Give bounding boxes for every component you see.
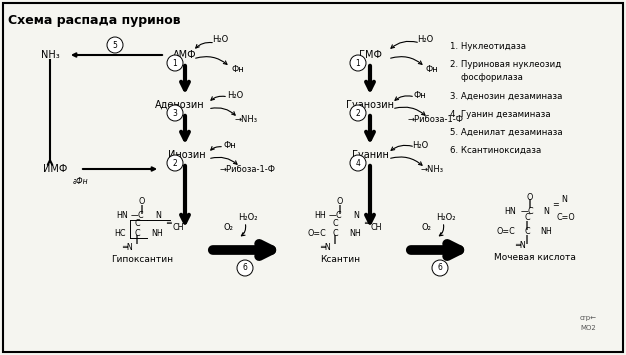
Text: O=C: O=C — [496, 228, 515, 236]
Text: Ксантин: Ксантин — [320, 256, 360, 264]
Text: 6: 6 — [438, 263, 443, 273]
Text: O=C: O=C — [307, 229, 326, 237]
Text: →Рибоза-1-Ф: →Рибоза-1-Ф — [407, 115, 463, 124]
Text: CH: CH — [370, 224, 382, 233]
Text: 2. Пуриновая нуклеозид: 2. Пуриновая нуклеозид — [450, 60, 562, 69]
Text: ИМФ: ИМФ — [43, 164, 67, 174]
Text: C: C — [134, 218, 140, 228]
Text: →NH₃: →NH₃ — [235, 115, 257, 124]
Circle shape — [350, 155, 366, 171]
Text: O₂: O₂ — [223, 224, 233, 233]
Text: сrр←: сrр← — [580, 315, 597, 321]
Text: ═: ═ — [364, 218, 369, 228]
Text: Мочевая кислота: Мочевая кислота — [494, 253, 576, 262]
Text: =: = — [553, 201, 560, 209]
Text: C: C — [524, 213, 530, 223]
Text: 6. Ксантиноксидаза: 6. Ксантиноксидаза — [450, 146, 541, 155]
Text: 3: 3 — [173, 109, 177, 118]
Text: Фн: Фн — [223, 141, 237, 149]
Text: NH: NH — [349, 229, 361, 237]
Text: ‖: ‖ — [135, 235, 139, 245]
Circle shape — [350, 105, 366, 121]
Text: →Рибоза-1-Ф: →Рибоза-1-Ф — [220, 164, 276, 174]
Text: NH: NH — [151, 229, 163, 237]
Text: 2: 2 — [356, 109, 361, 118]
Text: ГМФ: ГМФ — [359, 50, 381, 60]
Circle shape — [107, 37, 123, 53]
Text: ‖: ‖ — [528, 200, 532, 208]
Text: H₂O: H₂O — [412, 141, 428, 149]
Text: N: N — [155, 212, 161, 220]
Text: HN: HN — [116, 212, 128, 220]
Text: O: O — [337, 197, 343, 207]
Text: CH: CH — [172, 224, 184, 233]
Text: —C: —C — [328, 212, 342, 220]
Text: Фн: Фн — [426, 65, 438, 73]
Text: Аденозин: Аденозин — [155, 100, 205, 110]
Text: АМФ: АМФ — [173, 50, 197, 60]
Text: H₂O: H₂O — [227, 91, 243, 99]
Text: ═N: ═N — [121, 242, 132, 251]
Circle shape — [237, 260, 253, 276]
Circle shape — [432, 260, 448, 276]
Text: Фн: Фн — [414, 91, 426, 99]
Text: H₂O: H₂O — [212, 36, 228, 44]
Text: 4. Гуанин дезаминаза: 4. Гуанин дезаминаза — [450, 110, 551, 119]
Text: →NH₃: →NH₃ — [421, 164, 443, 174]
Text: Схема распада пуринов: Схема распада пуринов — [8, 14, 180, 27]
Text: ═N: ═N — [515, 241, 525, 251]
Text: 5: 5 — [113, 40, 118, 49]
Text: 4: 4 — [356, 158, 361, 168]
Text: Гипоксантин: Гипоксантин — [111, 256, 173, 264]
Text: H₂O₂: H₂O₂ — [436, 213, 456, 223]
Text: O: O — [139, 197, 145, 207]
Text: NH: NH — [540, 228, 552, 236]
Text: N: N — [353, 212, 359, 220]
Text: N: N — [543, 207, 549, 215]
Text: HN: HN — [504, 207, 516, 215]
Text: H₂O₂: H₂O₂ — [239, 213, 258, 223]
Text: HC: HC — [115, 229, 126, 237]
Text: ═N: ═N — [320, 242, 331, 251]
Text: C: C — [134, 229, 140, 237]
Text: C: C — [332, 229, 338, 237]
Text: 5. Аденилат дезаминаза: 5. Аденилат дезаминаза — [450, 128, 563, 137]
Text: NH₃: NH₃ — [41, 50, 59, 60]
Circle shape — [167, 155, 183, 171]
Text: O₂: O₂ — [421, 224, 431, 233]
Text: 1: 1 — [356, 59, 361, 67]
Text: Инозин: Инозин — [168, 150, 206, 160]
Text: C: C — [524, 228, 530, 236]
Text: Гуанин: Гуанин — [352, 150, 389, 160]
Text: —C: —C — [130, 212, 144, 220]
Text: ‖: ‖ — [333, 235, 337, 245]
Text: ∂Фн: ∂Фн — [72, 176, 88, 186]
Text: —C: —C — [520, 207, 534, 215]
Text: фосфорилаза: фосфорилаза — [450, 73, 523, 82]
Text: 1. Нуклеотидаза: 1. Нуклеотидаза — [450, 42, 526, 51]
Text: 1: 1 — [173, 59, 177, 67]
Text: МО2: МО2 — [580, 325, 596, 331]
Text: 2: 2 — [173, 158, 177, 168]
Text: ‖: ‖ — [338, 204, 342, 213]
Text: ‖: ‖ — [140, 204, 144, 213]
Text: ‖: ‖ — [525, 235, 529, 244]
Text: HH: HH — [314, 212, 326, 220]
Text: C: C — [332, 218, 338, 228]
Text: O: O — [527, 192, 533, 202]
Text: 3. Аденозин дезаминаза: 3. Аденозин дезаминаза — [450, 92, 562, 101]
Text: Фн: Фн — [232, 65, 244, 73]
Text: ‖: ‖ — [525, 220, 529, 229]
Text: 6: 6 — [242, 263, 247, 273]
Text: C=O: C=O — [557, 213, 575, 223]
Text: N: N — [561, 195, 567, 203]
Text: Гуанозин: Гуанозин — [346, 100, 394, 110]
Text: H₂O: H₂O — [417, 36, 433, 44]
Circle shape — [350, 55, 366, 71]
Circle shape — [167, 55, 183, 71]
Circle shape — [167, 105, 183, 121]
Text: ═: ═ — [167, 218, 172, 228]
